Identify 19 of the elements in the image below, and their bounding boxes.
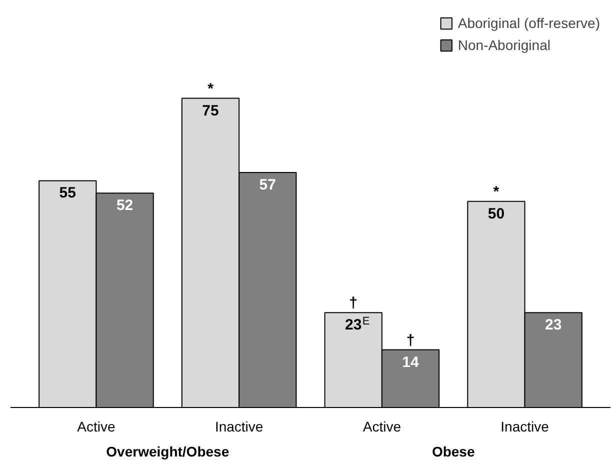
annotation: * [208, 80, 214, 98]
data-label: 57 [259, 176, 276, 194]
data-label: 52 [116, 197, 134, 214]
data-label: 23 [545, 316, 562, 334]
x-tick-label: Active [362, 418, 402, 434]
text: Overweight/Obese [106, 444, 230, 460]
x-tick-label: Active [77, 418, 116, 434]
data-label: 75 [202, 102, 219, 120]
legend-label: Non-Aboriginal [458, 37, 550, 53]
text: Obese [432, 444, 475, 460]
annotation: * [493, 183, 500, 200]
data-label: 50 [488, 205, 505, 222]
x-tick-label: Inactive [214, 418, 264, 434]
x-tick-label: Inactive [500, 418, 550, 434]
data-label: 14 [402, 354, 420, 371]
annotation: † [406, 332, 415, 349]
annotation: † [349, 294, 358, 312]
legend-label: Aboriginal (off-reserve) [458, 15, 600, 31]
data-label: 55 [59, 184, 76, 202]
